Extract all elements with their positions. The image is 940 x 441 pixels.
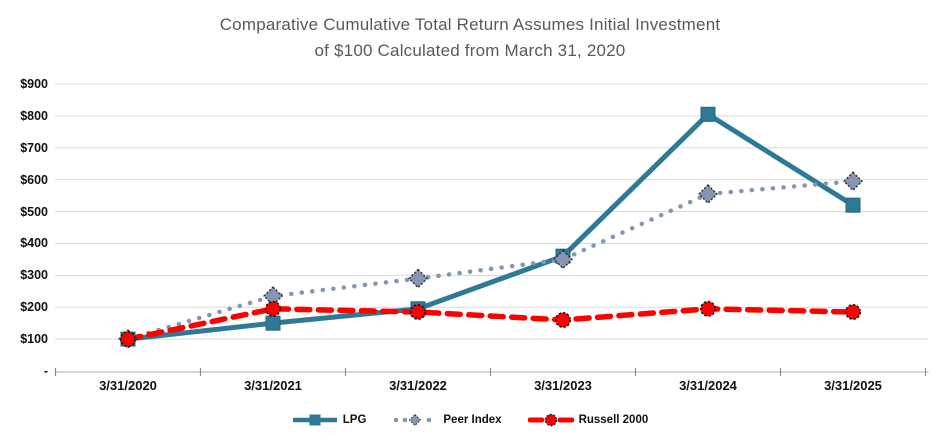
y-tick-label: $300	[20, 268, 48, 283]
x-tick-label: 3/31/2024	[679, 378, 737, 393]
chart-legend: LPG Peer Index Russell 2000	[0, 407, 940, 433]
marker-lpg	[700, 106, 716, 122]
marker-peer-index	[263, 286, 283, 307]
y-tick-label: $800	[20, 108, 48, 123]
chart-title-line-2: of $100 Calculated from March 31, 2020	[314, 41, 626, 60]
y-tick-label: $700	[20, 140, 48, 155]
legend-swatch-peer-index	[394, 413, 432, 427]
y-tick-label: $100	[20, 332, 48, 347]
x-tick-label: 3/31/2020	[99, 378, 157, 393]
series-line-peer-index	[125, 179, 856, 342]
marker-russell-2000	[120, 331, 137, 348]
legend-item-lpg: LPG	[292, 412, 367, 428]
marker-russell-2000	[409, 304, 426, 321]
legend-swatch-russell-2000	[527, 413, 574, 427]
marker-lpg	[845, 197, 861, 213]
x-tick-label: 3/31/2023	[534, 378, 592, 393]
legend-label: Russell 2000	[578, 414, 649, 426]
marker-peer-index	[553, 249, 573, 270]
marker-peer-index	[698, 184, 718, 205]
legend-label: Peer Index	[443, 414, 502, 426]
marker-russell-2000	[554, 311, 571, 328]
y-tick-label: $600	[20, 172, 48, 187]
legend-dot	[394, 417, 399, 423]
legend-item-russell-2000: Russell 2000	[527, 412, 649, 428]
series-line-russell-2000	[125, 306, 856, 342]
series-line-lpg	[127, 111, 855, 342]
y-tick-label: -	[43, 364, 48, 378]
marker-peer-index	[408, 268, 428, 289]
chart-title: Comparative Cumulative Total Return Assu…	[0, 12, 940, 64]
legend-swatch-lpg	[292, 414, 337, 426]
marker-russell-2000	[264, 300, 281, 317]
marker-peer-index	[843, 171, 863, 192]
legend-diamond-marker	[409, 413, 422, 427]
marker-russell-2000	[699, 300, 716, 317]
marker-russell-2000	[844, 304, 861, 321]
chart-title-line-1: Comparative Cumulative Total Return Assu…	[219, 15, 721, 34]
legend-dot	[427, 417, 432, 423]
y-tick-label: $900	[20, 77, 48, 91]
legend-item-peer-index: Peer Index	[392, 412, 502, 428]
marker-lpg	[265, 315, 281, 331]
y-tick-label: $400	[20, 236, 48, 251]
x-tick-label: 3/31/2021	[244, 378, 302, 393]
legend-dot	[403, 417, 408, 423]
legend-label: LPG	[342, 414, 367, 426]
legend-circle-marker	[544, 413, 557, 427]
y-tick-label: $200	[20, 300, 48, 315]
y-tick-label: $500	[20, 204, 48, 219]
x-tick-label: 3/31/2025	[824, 378, 882, 393]
x-tick-label: 3/31/2022	[389, 378, 447, 393]
legend-square-marker	[309, 414, 321, 426]
